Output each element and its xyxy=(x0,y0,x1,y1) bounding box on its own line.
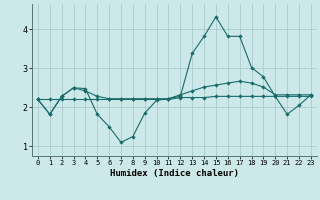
X-axis label: Humidex (Indice chaleur): Humidex (Indice chaleur) xyxy=(110,169,239,178)
